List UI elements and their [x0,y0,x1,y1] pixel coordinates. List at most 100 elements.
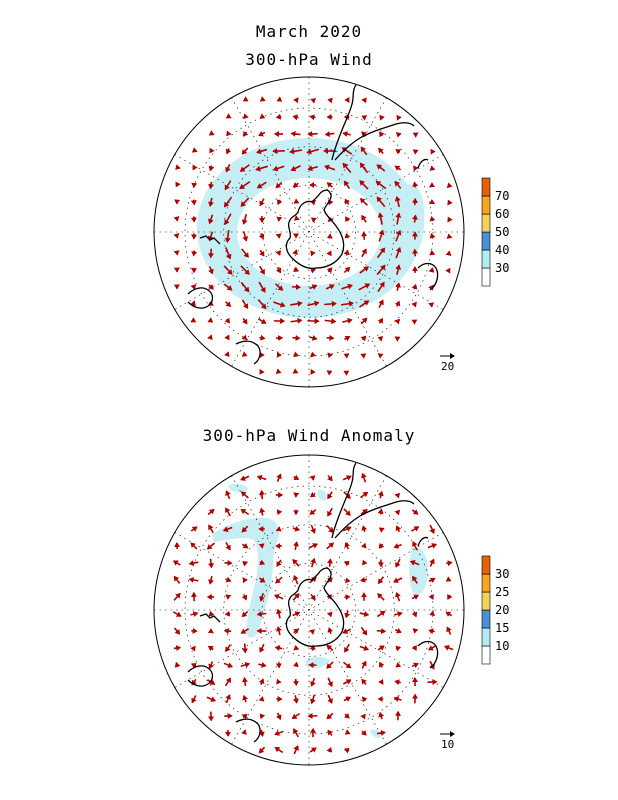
wind-vector [376,196,386,208]
wind-vector [394,196,401,208]
wind-vector [293,266,299,272]
wind-vector [378,229,385,242]
latitude-circle [223,146,395,318]
wind-vector [395,591,401,602]
wind-vector [293,474,300,481]
top-colorbar-label: 40 [495,243,509,257]
wind-vector [243,113,249,119]
wind-vector [324,300,337,307]
wind-vector [342,317,353,324]
bottom-colorbar-swatch [481,609,491,629]
wind-vector [395,662,402,668]
wind-vector [173,575,181,584]
wind-vector [307,713,318,720]
wind-vector [292,559,300,567]
top-coastlines [187,84,439,365]
wind-vector [241,334,248,340]
wind-vector [428,577,436,584]
wind-vector [377,336,384,342]
wind-vector [377,281,385,292]
wind-vector [222,526,233,532]
wind-vector [173,627,181,635]
wind-vector [272,165,285,172]
wind-vector [173,250,180,256]
wind-vector [207,508,215,516]
wind-vector [394,509,401,516]
wind-vector [446,233,453,239]
wind-vector [341,283,353,290]
wind-vector [307,318,320,325]
wind-vector [208,165,215,172]
bottom-colorbar-swatch [481,591,491,611]
wind-vector [175,164,181,170]
wind-vector [447,594,453,600]
top-jet-shading [197,138,421,318]
wind-vector [224,180,232,191]
top-colorbar-swatch [481,231,491,251]
wind-vector [225,507,231,517]
wind-vector [208,524,214,534]
wind-vector [259,113,266,119]
wind-vector [293,728,299,738]
wind-vector [395,645,402,652]
wind-vector [446,560,453,567]
wind-vector [190,300,196,306]
wind-vector [241,543,249,549]
wind-vector [361,231,368,240]
wind-vector [344,729,351,735]
wind-vector [395,212,402,225]
wind-vector [225,113,232,119]
wind-vector [293,745,299,755]
wind-vector [327,474,333,482]
bottom-polar-map: 10 15 20 25 30 10 [153,454,509,766]
wind-vector [309,475,316,481]
wind-vector [190,317,197,323]
wind-vector [447,216,453,223]
wind-vector [395,246,402,259]
wind-vector [255,165,268,172]
bottom-colorbar-swatch [481,645,491,665]
wind-vector [359,198,368,206]
wind-vector [342,131,351,137]
wind-vector [394,300,401,307]
wind-vector [207,231,214,242]
wind-vector [192,147,198,153]
wind-vector [362,559,368,566]
wind-vector [209,147,215,154]
wind-vector [223,628,232,635]
wind-vector [310,524,316,534]
wind-vector [343,370,350,376]
wind-vector [429,524,435,535]
wind-vector [240,508,250,516]
wind-vector [292,593,300,601]
wind-vector [413,165,419,172]
wind-vector [411,611,418,618]
wind-vector [359,611,370,617]
wind-vector [275,267,282,274]
bottom-colorbar-label: 30 [495,567,509,581]
wind-vector [324,164,336,171]
meridian-line [174,154,444,310]
wind-vector [342,475,352,481]
wind-vector [395,282,401,291]
wind-vector [241,351,248,357]
top-colorbar-label: 60 [495,207,509,221]
wind-vector [208,610,215,617]
top-colorbar-swatch [481,213,491,233]
wind-vector [258,233,265,240]
wind-vector [394,679,401,686]
wind-vector [427,543,437,549]
wind-vector [256,611,267,618]
top-wind-vectors [173,96,453,376]
wind-vector [411,526,420,532]
wind-vector [375,180,387,190]
wind-vector [223,283,233,291]
wind-vector [257,299,267,310]
wind-vector [308,543,318,549]
wind-vector [258,678,265,686]
wind-vector [326,746,333,753]
wind-vector [378,527,385,533]
wind-vector [259,249,265,257]
wind-vector [241,525,249,533]
wind-vector [258,281,266,293]
